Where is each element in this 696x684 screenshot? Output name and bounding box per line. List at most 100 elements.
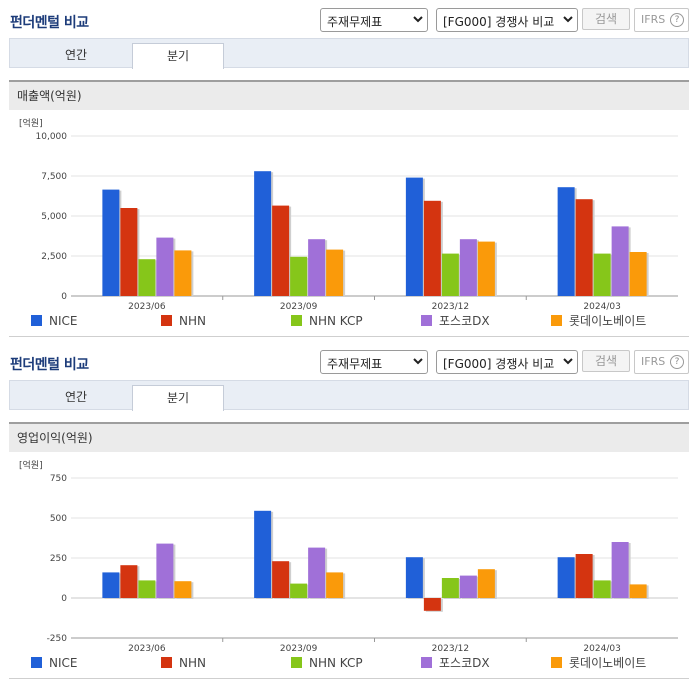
bar-NICE xyxy=(254,171,272,296)
bar-NHN xyxy=(575,554,593,598)
panel-title: 펀더멘털 비교 xyxy=(10,357,89,373)
legend-swatch xyxy=(31,315,42,326)
bar-포스코DX xyxy=(156,543,174,598)
y-tick-label: 500 xyxy=(50,514,67,524)
help-icon[interactable]: ? xyxy=(670,355,684,369)
bar-NHN KCP xyxy=(290,583,308,598)
chevron-down-icon xyxy=(413,16,423,23)
tab-quarterly[interactable]: 분기 xyxy=(132,43,224,69)
bar-NHN KCP xyxy=(138,580,156,598)
bar-포스코DX xyxy=(611,542,629,598)
period-tabs: 연간 분기 xyxy=(9,38,689,69)
ifrs-button[interactable]: IFRS? xyxy=(634,8,689,32)
bar-롯데이노베이트 xyxy=(174,581,192,598)
legend-label: NICE xyxy=(49,656,77,670)
bar-NHN xyxy=(120,565,138,598)
bar-포스코DX xyxy=(308,547,326,598)
legend-label: 롯데이노베이트 xyxy=(569,656,646,670)
legend-swatch xyxy=(161,315,172,326)
legend-label: NHN xyxy=(179,656,206,670)
fundamental-panel-operating-income: 펀더멘털 비교 주재무제표 [FG000] 경쟁사 비교 검색 IFRS? 연간… xyxy=(0,342,696,684)
statement-select-value: 주재무제표 xyxy=(327,15,383,29)
y-unit-label: [억원] xyxy=(19,117,43,129)
y-unit-label: [억원] xyxy=(19,459,43,471)
bar-롯데이노베이트 xyxy=(174,250,192,296)
y-tick-label: 750 xyxy=(50,474,67,484)
bar-롯데이노베이트 xyxy=(629,252,647,296)
x-tick-label: 2023/12 xyxy=(432,644,469,654)
tab-quarterly[interactable]: 분기 xyxy=(132,385,224,411)
ifrs-label: IFRS xyxy=(641,355,666,368)
ifrs-button[interactable]: IFRS? xyxy=(634,350,689,374)
bar-NHN xyxy=(272,205,290,296)
bar-롯데이노베이트 xyxy=(629,584,647,598)
legend-label: NHN xyxy=(179,314,206,328)
search-button[interactable]: 검색 xyxy=(582,350,630,372)
bar-NHN KCP xyxy=(593,253,611,296)
bar-NHN KCP xyxy=(290,256,308,296)
peer-group-select-value: [FG000] 경쟁사 비교 xyxy=(443,357,555,371)
bar-NICE xyxy=(405,557,423,598)
x-tick-label: 2023/06 xyxy=(128,644,166,654)
legend-swatch xyxy=(161,657,172,668)
y-tick-label: 7,500 xyxy=(41,172,67,182)
tab-annual[interactable]: 연간 xyxy=(64,390,88,404)
legend-swatch xyxy=(31,657,42,668)
bar-롯데이노베이트 xyxy=(477,569,495,598)
bar-NICE xyxy=(557,187,575,296)
legend-swatch xyxy=(551,657,562,668)
legend-label: 포스코DX xyxy=(439,656,490,670)
peer-group-select[interactable]: [FG000] 경쟁사 비교 xyxy=(436,8,578,32)
x-tick-label: 2024/03 xyxy=(583,644,620,654)
bar-포스코DX xyxy=(156,237,174,296)
bar-NICE xyxy=(254,510,272,598)
legend-label: NHN KCP xyxy=(309,314,363,328)
help-icon[interactable]: ? xyxy=(670,13,684,27)
chevron-down-icon xyxy=(563,16,573,23)
y-tick-label: 5,000 xyxy=(41,212,67,222)
sales-bar-chart: [억원] 10,000 7,500 5,000 2,500 0 2023/06 2023/09… xyxy=(19,117,678,328)
search-button[interactable]: 검색 xyxy=(582,8,630,30)
peer-group-select-value: [FG000] 경쟁사 비교 xyxy=(443,15,555,29)
bar-NHN KCP xyxy=(441,253,459,296)
bar-포스코DX xyxy=(611,226,629,296)
y-tick-label: 0 xyxy=(61,292,67,302)
bar-포스코DX xyxy=(308,239,326,296)
panel-header: 펀더멘털 비교 주재무제표 [FG000] 경쟁사 비교 검색 IFRS? xyxy=(0,342,696,376)
legend-swatch xyxy=(291,315,302,326)
legend-label: 포스코DX xyxy=(439,314,490,328)
bar-NICE xyxy=(557,557,575,598)
chevron-down-icon xyxy=(413,358,423,365)
period-tabs: 연간 분기 xyxy=(9,380,689,411)
bar-NICE xyxy=(102,572,120,598)
y-tick-label: 10,000 xyxy=(36,132,68,142)
legend-swatch xyxy=(551,315,562,326)
bar-롯데이노베이트 xyxy=(326,249,344,296)
y-tick-label: 0 xyxy=(61,594,67,604)
operating-income-bar-chart: [억원] 750 500 250 0 -250 2023/06 2023/09 2023/12 2… xyxy=(19,459,678,670)
statement-select-value: 주재무제표 xyxy=(327,357,383,371)
bar-NHN xyxy=(423,598,441,611)
legend-swatch xyxy=(291,657,302,668)
peer-group-select[interactable]: [FG000] 경쟁사 비교 xyxy=(436,350,578,374)
x-tick-label: 2023/09 xyxy=(280,644,318,654)
divider xyxy=(9,678,689,679)
statement-select[interactable]: 주재무제표 xyxy=(320,350,428,374)
bar-NHN xyxy=(423,200,441,296)
statement-select[interactable]: 주재무제표 xyxy=(320,8,428,32)
y-tick-label: -250 xyxy=(47,634,68,644)
bar-롯데이노베이트 xyxy=(326,572,344,598)
tab-annual[interactable]: 연간 xyxy=(64,48,88,62)
bar-NHN xyxy=(120,208,138,296)
bar-NICE xyxy=(405,177,423,296)
panel-header: 펀더멘털 비교 주재무제표 [FG000] 경쟁사 비교 검색 IFRS? xyxy=(0,0,696,34)
bar-NHN KCP xyxy=(441,578,459,598)
bar-포스코DX xyxy=(459,239,477,296)
bar-NHN KCP xyxy=(138,259,156,296)
bar-NICE xyxy=(102,189,120,296)
bar-NHN KCP xyxy=(593,580,611,598)
bar-롯데이노베이트 xyxy=(477,241,495,296)
bar-NHN xyxy=(272,561,290,598)
chevron-down-icon xyxy=(563,358,573,365)
x-tick-label: 2023/09 xyxy=(280,302,318,312)
